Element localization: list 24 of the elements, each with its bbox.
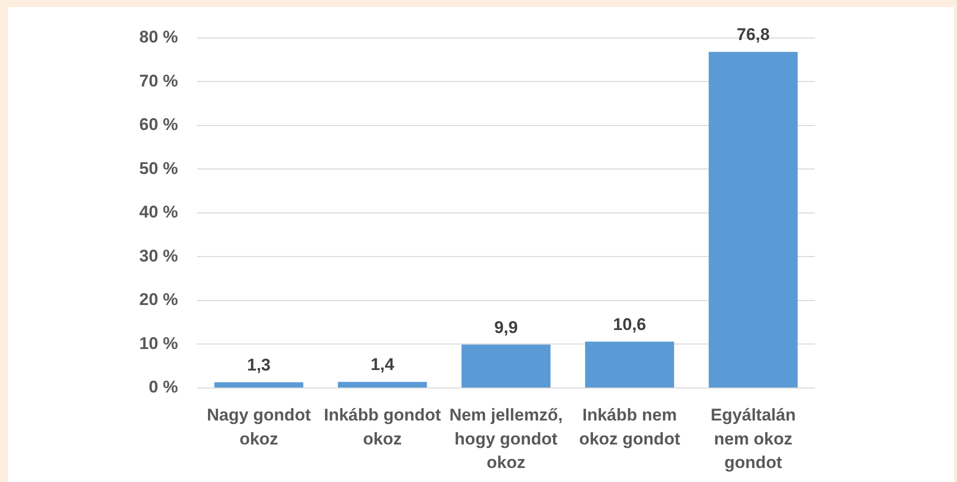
y-tick-label: 30 % (139, 246, 178, 266)
data-label: 1,3 (246, 356, 271, 374)
x-tick-label: Egyáltalán nem okoz gondot (710, 406, 796, 472)
y-tick-label: 60 % (139, 115, 178, 134)
bar (462, 344, 550, 388)
data-label: 76,8 (736, 25, 770, 44)
bar (585, 342, 674, 388)
bar (338, 382, 427, 388)
y-tick-label: 10 % (139, 334, 178, 353)
y-tick-label: 40 % (139, 202, 178, 222)
y-tick-label: 0 % (148, 378, 178, 397)
x-tick-label: Inkább nem okoz gondot (579, 406, 680, 448)
x-tick-label: Inkább gondot okoz (324, 406, 442, 448)
y-tick-label: 20 % (139, 290, 178, 310)
data-label: 1,4 (370, 355, 395, 374)
bar (214, 382, 304, 388)
bar (708, 52, 798, 388)
x-tick-label: Nem jellemző, hogy gondot okoz (449, 406, 563, 472)
y-tick-label: 50 % (139, 158, 178, 178)
y-tick-label: 70 % (139, 71, 178, 90)
data-label: 9,9 (494, 318, 518, 337)
y-tick-label: 80 % (139, 28, 178, 47)
x-tick-label: Nagy gondot okoz (206, 406, 312, 448)
data-label: 10,6 (613, 314, 646, 334)
